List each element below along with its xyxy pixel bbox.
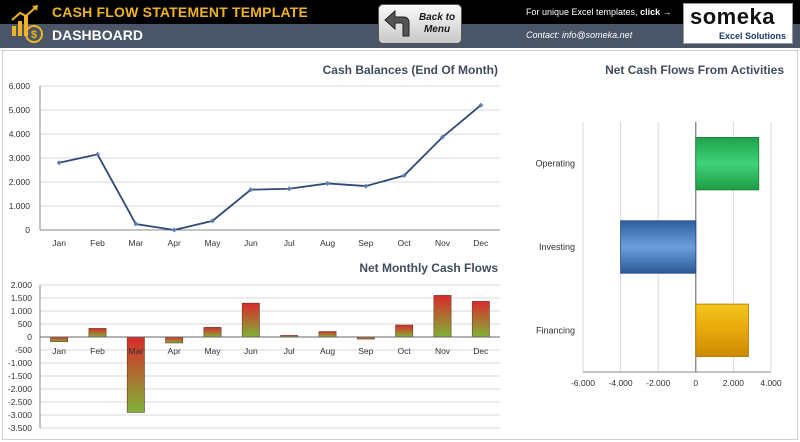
x-tick-label: 2.000: [723, 378, 745, 388]
data-point: [95, 151, 100, 157]
brand-logo[interactable]: someka Excel Solutions: [683, 3, 793, 44]
category-label: Operating: [535, 159, 575, 169]
x-tick-label: 4.000: [760, 378, 782, 388]
bar: [203, 327, 222, 338]
bar: [165, 336, 184, 344]
y-tick-label: 500: [18, 319, 32, 329]
data-point: [133, 221, 139, 227]
net-cash-flows-activities-chart: Net Cash Flows From Activities -6.000 -4.0…: [535, 63, 784, 388]
category-label: Investing: [539, 242, 575, 252]
series-line: [58, 104, 482, 231]
x-tick-label: May: [204, 238, 221, 248]
contact-email[interactable]: Contact: info@someka.net: [526, 30, 633, 40]
back-arrow-icon: [384, 9, 410, 37]
bar: [50, 336, 69, 342]
category-label: Financing: [536, 325, 575, 335]
x-tick-label: Aug: [320, 346, 335, 356]
back-to-menu-button[interactable]: Back to Menu: [378, 4, 462, 44]
brand-name: someka: [690, 4, 775, 29]
bar: [695, 303, 749, 357]
x-tick-label: Sep: [358, 346, 373, 356]
x-tick-label: Jan: [52, 238, 66, 248]
promo-link[interactable]: For unique Excel templates, click →: [526, 7, 672, 17]
x-tick-label: May: [204, 346, 221, 356]
header-bar: $ CASH FLOW STATEMENT TEMPLATE DASHBOARD…: [0, 0, 800, 48]
y-tick-label: -2.500: [8, 397, 32, 407]
y-tick-label: -1.500: [8, 371, 32, 381]
chart-title: Cash Balances (End Of Month): [323, 63, 498, 77]
y-tick-label: 2.000: [11, 280, 33, 290]
svg-text:$: $: [31, 29, 37, 41]
x-tick-label: Nov: [435, 238, 451, 248]
dashboard-frame: [2, 50, 798, 440]
x-tick-label: -6.000: [571, 378, 595, 388]
x-tick-label: Oct: [398, 238, 412, 248]
x-tick-label: Jul: [284, 346, 295, 356]
x-tick-label: Mar: [129, 346, 144, 356]
y-tick-label: 0: [25, 225, 30, 235]
x-tick-label: Sep: [358, 238, 373, 248]
bar: [471, 301, 490, 338]
y-tick-label: -2.000: [8, 384, 32, 394]
x-tick-label: -4.000: [609, 378, 633, 388]
data-point: [171, 227, 177, 233]
bar: [695, 137, 760, 191]
data-point: [325, 180, 330, 186]
x-tick-label: Dec: [473, 346, 489, 356]
data-point: [248, 187, 254, 193]
net-monthly-cash-flows-chart: Net Monthly Cash Flows -3.500 -3.000 -2.500…: [8, 261, 500, 433]
x-tick-label: Aug: [320, 238, 335, 248]
bar: [620, 220, 697, 274]
y-tick-label: 5.000: [9, 105, 31, 115]
app-title: CASH FLOW STATEMENT TEMPLATE: [52, 4, 309, 20]
x-tick-label: Oct: [398, 346, 412, 356]
x-tick-label: Nov: [435, 346, 451, 356]
back-to-menu-label: Back to Menu: [418, 12, 456, 35]
y-tick-label: 2.000: [9, 177, 31, 187]
data-point: [478, 102, 484, 108]
x-tick-label: Jun: [244, 238, 258, 248]
bar: [395, 324, 414, 338]
x-tick-label: Apr: [168, 238, 181, 248]
y-tick-label: -500: [15, 345, 32, 355]
y-tick-label: -3.500: [8, 423, 32, 433]
x-tick-label: Feb: [90, 346, 105, 356]
page-title: DASHBOARD: [52, 27, 143, 43]
x-tick-label: Apr: [168, 346, 181, 356]
bar: [318, 331, 337, 338]
y-tick-label: 1.500: [11, 293, 33, 303]
x-tick-label: 0: [693, 378, 698, 388]
y-tick-label: 1.000: [11, 306, 33, 316]
x-tick-label: Dec: [473, 238, 489, 248]
data-point: [440, 134, 445, 140]
y-tick-label: 4.000: [9, 129, 31, 139]
x-tick-label: Jul: [284, 238, 295, 248]
brand-subtitle: Excel Solutions: [718, 31, 786, 41]
bar: [241, 302, 260, 338]
y-tick-label: 3.000: [9, 153, 31, 163]
data-point: [286, 186, 292, 192]
y-tick-label: 1.000: [9, 201, 31, 211]
y-tick-label: -1.000: [8, 358, 32, 368]
chart-coin-icon: $: [11, 5, 43, 43]
x-tick-label: -2.000: [646, 378, 670, 388]
data-point: [56, 160, 62, 166]
x-tick-label: Mar: [129, 238, 144, 248]
chart-title: Net Cash Flows From Activities: [605, 63, 784, 77]
data-point: [363, 183, 369, 189]
y-tick-label: 0: [27, 332, 32, 342]
data-point: [210, 218, 215, 224]
data-point: [401, 173, 407, 179]
bar: [433, 295, 452, 338]
chart-title: Net Monthly Cash Flows: [359, 261, 498, 275]
x-tick-label: Feb: [90, 238, 105, 248]
cash-balances-chart: Cash Balances (End Of Month) 0 1.000 2.000 3…: [9, 63, 500, 248]
y-tick-label: 6.000: [9, 81, 31, 91]
x-tick-label: Jan: [52, 346, 66, 356]
y-tick-label: -3.000: [8, 410, 32, 420]
bar: [88, 328, 107, 338]
x-tick-label: Jun: [244, 346, 258, 356]
